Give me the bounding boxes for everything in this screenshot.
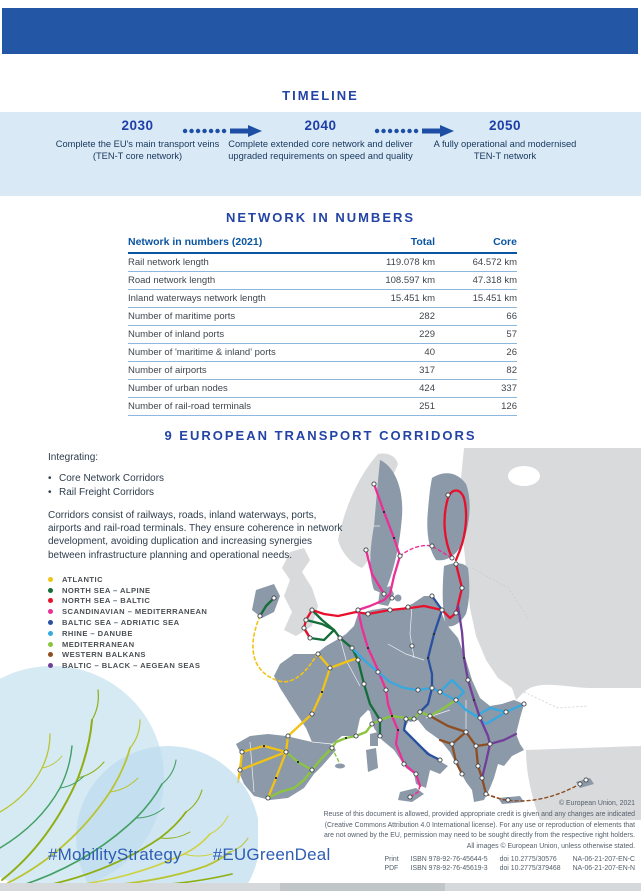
corridors-paragraph: Corridors consist of railways, roads, in… xyxy=(48,510,343,561)
milestone-year: 2040 xyxy=(304,118,337,133)
table-header-label: Network in numbers (2021) xyxy=(128,236,263,248)
hashtag-mobility-strategy: #MobilityStrategy xyxy=(48,845,182,864)
legend-color-dot xyxy=(48,663,53,669)
legend-item: BALTIC – BLACK – AEGEAN SEAS xyxy=(48,660,207,671)
integrating-label: Integrating: xyxy=(48,452,99,463)
copyright-line: © European Union, 2021 xyxy=(559,800,635,807)
legend-color-dot xyxy=(48,620,53,626)
legend-item: MEDITERRANEAN xyxy=(48,639,207,650)
network-in-numbers-title: NETWORK IN NUMBERS xyxy=(225,210,416,225)
legend-item: ATLANTIC xyxy=(48,574,207,585)
pub-catalogue: NA-06-21-207-EN-N xyxy=(572,865,635,872)
table-row: Number of 'maritime & inland' ports 40 2… xyxy=(128,344,517,362)
legend-item: WESTERN BALKANS xyxy=(48,650,207,661)
milestone-2030: 2030 Complete the EU's main transport ve… xyxy=(55,118,220,163)
milestone-year: 2030 xyxy=(121,118,154,133)
publication-identifiers: Print ISBN 978-92-76-45644-5 doi 10.2775… xyxy=(384,856,635,872)
table-row: Road network length 108.597 km 47.318 km xyxy=(128,272,517,290)
milestone-description: A fully operational and modernised TEN-T… xyxy=(433,139,577,162)
table-header-row: Network in numbers (2021) Total Core xyxy=(128,236,517,254)
corridor-north-sea-baltic xyxy=(302,489,468,640)
legend-item: SCANDINAVIAN – MEDITERRANEAN xyxy=(48,606,207,617)
legend-item: NORTH SEA – ALPINE xyxy=(48,585,207,596)
table-header-total: Total xyxy=(410,236,435,248)
pub-format: PDF xyxy=(384,865,399,872)
bullet-dot: • xyxy=(48,486,52,498)
legend-color-dot xyxy=(48,576,53,582)
legend-color-dot xyxy=(48,630,53,636)
legend-item: NORTH SEA – BALTIC xyxy=(48,596,207,607)
milestone-description: Complete the EU's main transport veins (… xyxy=(55,139,220,162)
pub-isbn: ISBN 978-92-76-45644-5 xyxy=(410,856,488,863)
country-borders xyxy=(249,525,467,793)
timeline-arrow-icon xyxy=(374,125,454,137)
pub-catalogue: NA-06-21-207-EN-C xyxy=(572,856,635,863)
table-row: Number of airports 317 82 xyxy=(128,362,517,380)
noneu-borders xyxy=(471,567,589,709)
legend-color-dot xyxy=(48,598,53,604)
table-row: Number of urban nodes 424 337 xyxy=(128,380,517,398)
network-table: Network in numbers (2021) Total Core Rai… xyxy=(128,236,517,416)
hashtags: #MobilityStrategy #EUGreenDeal xyxy=(48,845,356,865)
leaf-decoration xyxy=(0,666,258,886)
table-row: Number of inland ports 229 57 xyxy=(128,326,517,344)
corridors-title: 9 EUROPEAN TRANSPORT CORRIDORS xyxy=(164,428,477,443)
bullet-dot: • xyxy=(48,473,52,484)
map-eu-land xyxy=(236,460,594,804)
hashtag-eu-green-deal: #EUGreenDeal xyxy=(212,845,331,864)
horizontal-scrollbar[interactable] xyxy=(0,883,641,891)
table-header-core: Core xyxy=(493,236,517,248)
pub-isbn: ISBN 978-92-76-45619-3 xyxy=(410,865,488,872)
legend-color-dot xyxy=(48,587,53,593)
ten-t-corridors-map xyxy=(236,448,641,820)
timeline-band: 2030 Complete the EU's main transport ve… xyxy=(0,112,641,196)
pub-format: Print xyxy=(384,856,399,863)
pub-doi: doi 10.2775/379468 xyxy=(499,865,561,872)
milestone-description: Complete extended core network and deliv… xyxy=(228,139,413,162)
table-row: Number of maritime ports 282 66 xyxy=(128,308,517,326)
table-row: Inland waterways network length 15.451 k… xyxy=(128,290,517,308)
bullet-item: • Rail Freight Corridors xyxy=(48,486,155,498)
legend-color-dot xyxy=(48,641,53,647)
pub-doi: doi 10.2775/30576 xyxy=(499,856,557,863)
scrollbar-thumb[interactable] xyxy=(280,883,445,891)
legend-item: RHINE – DANUBE xyxy=(48,628,207,639)
legend-item: BALTIC SEA – ADRIATIC SEA xyxy=(48,617,207,628)
white-sea xyxy=(508,466,540,486)
timeline-arrow-icon xyxy=(182,125,262,137)
blue-circle-decoration xyxy=(76,746,258,886)
table-row: Number of rail-road terminals 251 126 xyxy=(128,398,517,416)
milestone-year: 2050 xyxy=(488,118,522,133)
milestone-2050: 2050 A fully operational and modernised … xyxy=(430,118,580,163)
secondary-node-markers xyxy=(263,511,475,779)
corridor-baltic-black-aegean xyxy=(456,604,518,780)
corridor-scandinavian-mediterranean xyxy=(356,482,453,798)
corridors-intro: Integrating: • Core Network Corridors • … xyxy=(48,452,353,562)
header-banner xyxy=(2,8,638,54)
reuse-notice: Reuse of this document is allowed, provi… xyxy=(323,811,635,850)
table-row: Rail network length 119.078 km 64.572 km xyxy=(128,254,517,272)
city-nodes xyxy=(237,481,589,803)
milestone-2040: 2040 Complete extended core network and … xyxy=(218,118,423,163)
timeline-title: TIMELINE xyxy=(282,88,359,103)
copyright-block: © European Union, 2021 Reuse of this doc… xyxy=(323,799,635,852)
legend-color-dot xyxy=(48,609,53,615)
legend-color-dot xyxy=(48,652,53,658)
corridor-legend: ATLANTIC NORTH SEA – ALPINE NORTH SEA – … xyxy=(48,574,207,671)
bullet-item: • Core Network Corridors xyxy=(48,473,165,484)
